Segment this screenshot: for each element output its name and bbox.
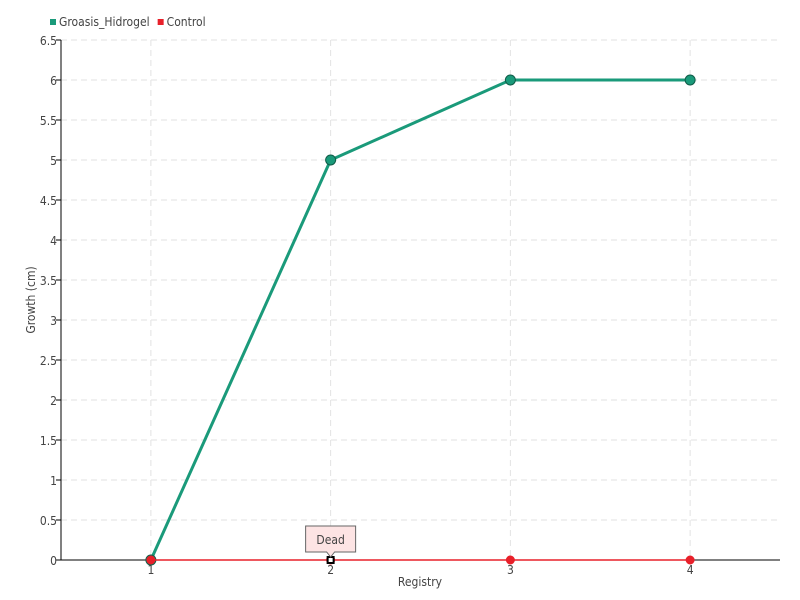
tooltip-text: Dead bbox=[316, 533, 344, 547]
y-tick-label: 1 bbox=[50, 474, 57, 488]
tooltip-box bbox=[305, 525, 357, 558]
data-point-control bbox=[505, 555, 515, 565]
y-tick-label: 6 bbox=[50, 74, 57, 88]
legend-swatch bbox=[157, 19, 164, 25]
y-tick-label: 5 bbox=[50, 154, 57, 168]
data-point-control bbox=[685, 555, 695, 565]
x-tick-label: 1 bbox=[147, 563, 154, 577]
annotation-marker bbox=[326, 556, 335, 564]
y-tick-label: 0.5 bbox=[40, 514, 57, 528]
y-tick-label: 4 bbox=[50, 234, 57, 248]
x-tick-label: 2 bbox=[327, 563, 334, 577]
legend-label: Control bbox=[167, 15, 206, 29]
legend: Groasis_Hidrogel Control bbox=[50, 15, 206, 29]
legend-swatch bbox=[50, 19, 56, 25]
y-tick-label: 2.5 bbox=[40, 354, 57, 368]
x-axis-label: Registry bbox=[398, 575, 443, 589]
legend-label: Groasis_Hidrogel bbox=[59, 15, 150, 29]
y-tick-label: 4.5 bbox=[40, 194, 57, 208]
data-point-groasis_hidrogel bbox=[684, 74, 696, 86]
x-tick-label: 3 bbox=[507, 563, 514, 577]
data-point-groasis_hidrogel bbox=[504, 74, 516, 86]
data-point-groasis_hidrogel bbox=[325, 154, 337, 166]
data-point-control bbox=[146, 555, 156, 565]
annotation-tooltip: Dead bbox=[305, 525, 357, 564]
series-layer: Dead bbox=[145, 74, 696, 566]
y-axis-label: Growth (cm) bbox=[24, 266, 38, 333]
y-tick-label: 3 bbox=[50, 314, 57, 328]
x-tick-label: 4 bbox=[687, 563, 694, 577]
grid bbox=[61, 39, 780, 560]
y-tick-label: 5.5 bbox=[40, 114, 57, 128]
y-tick-label: 6.5 bbox=[40, 34, 57, 48]
y-tick-label: 0 bbox=[50, 554, 57, 568]
legend-item-control[interactable]: Control bbox=[157, 15, 206, 29]
y-tick-label: 2 bbox=[50, 394, 57, 408]
legend-item-groasis_hidrogel[interactable]: Groasis_Hidrogel bbox=[50, 15, 150, 29]
y-tick-label: 3.5 bbox=[40, 274, 57, 288]
series-line-groasis_hidrogel bbox=[149, 78, 691, 561]
y-tick-label: 1.5 bbox=[40, 434, 57, 448]
